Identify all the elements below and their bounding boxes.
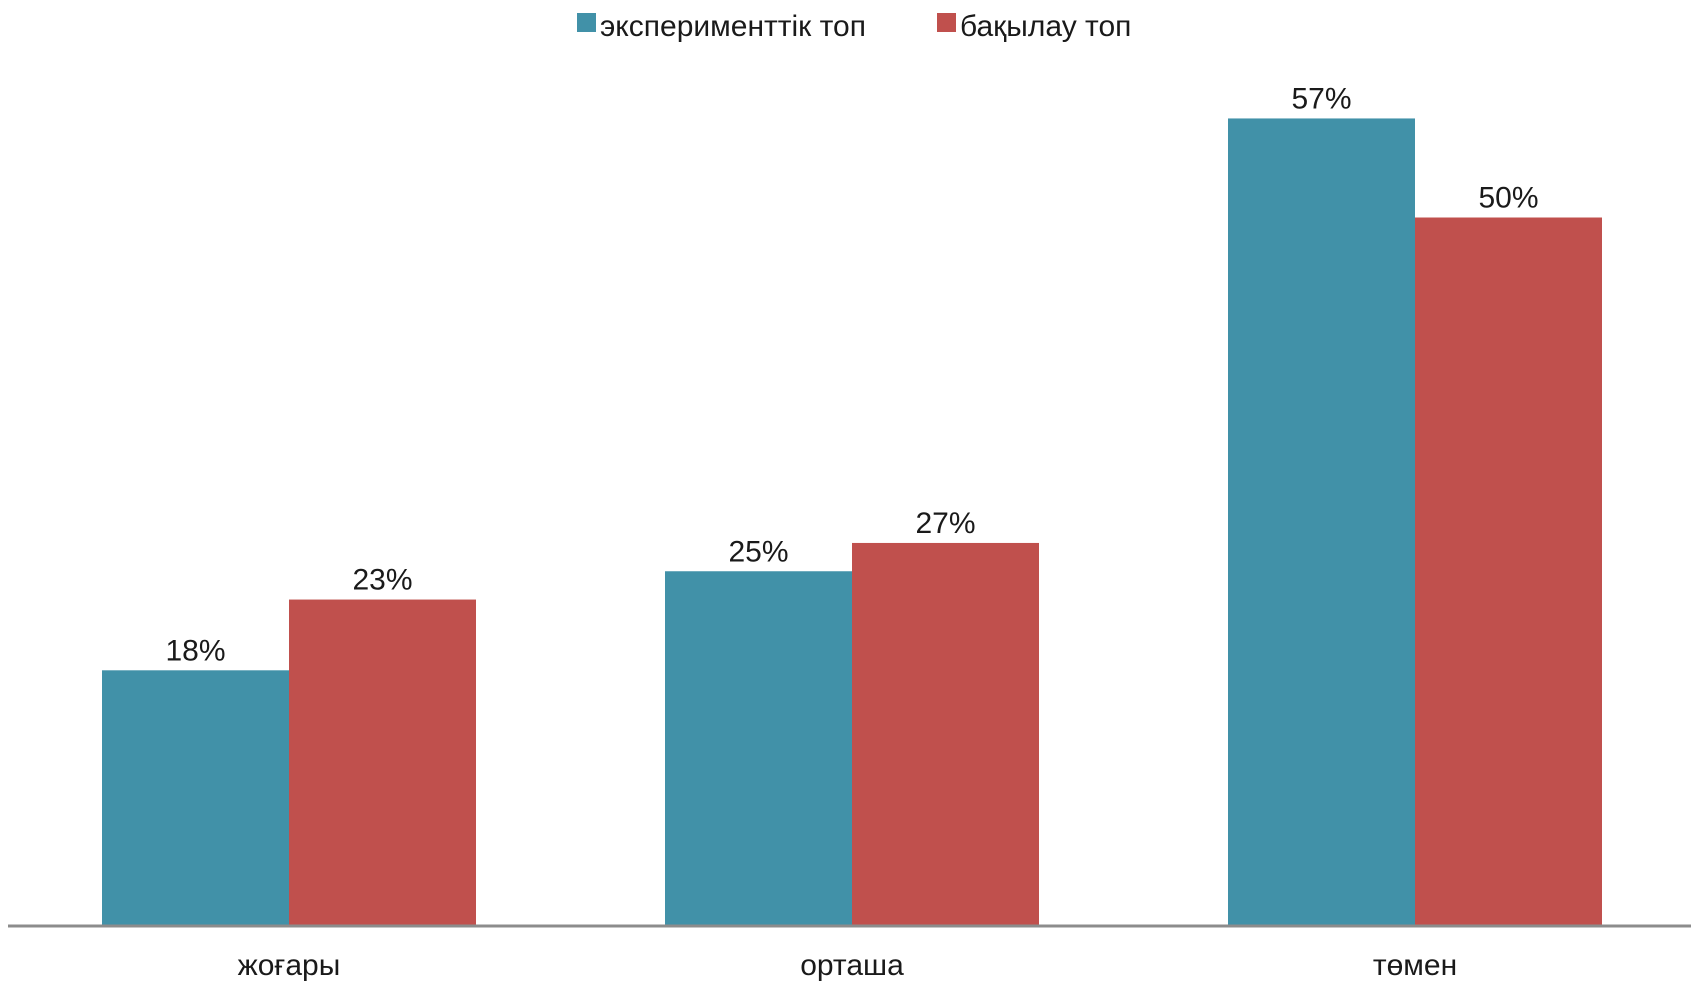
bar-control-2 <box>1415 217 1602 925</box>
x-tick-labels: жоғары орташа төмен <box>238 949 1457 982</box>
data-labels: 18% 23% 25% 27% 57% 50% <box>165 82 1538 667</box>
bar-control-0 <box>289 599 476 925</box>
legend-swatch-control <box>937 13 956 32</box>
data-label-control-0: 23% <box>352 564 412 597</box>
x-tick-label-2: төмен <box>1373 949 1457 982</box>
legend-label-control: бақылау топ <box>960 10 1131 43</box>
bar-experimental-0 <box>102 670 289 925</box>
legend: эксперименттік топ бақылау топ <box>577 10 1131 43</box>
bars <box>102 118 1602 925</box>
data-label-experimental-2: 57% <box>1291 82 1351 115</box>
data-label-control-1: 27% <box>915 507 975 540</box>
legend-swatch-experimental <box>577 13 596 32</box>
data-label-experimental-1: 25% <box>728 535 788 568</box>
legend-label-experimental: эксперименттік топ <box>600 10 866 43</box>
bar-experimental-2 <box>1228 118 1415 925</box>
bar-control-1 <box>852 542 1039 925</box>
data-label-control-2: 50% <box>1478 182 1538 215</box>
data-label-experimental-0: 18% <box>165 634 225 667</box>
x-tick-label-1: орташа <box>800 949 904 982</box>
bar-experimental-1 <box>665 571 852 925</box>
x-tick-label-0: жоғары <box>238 949 341 982</box>
